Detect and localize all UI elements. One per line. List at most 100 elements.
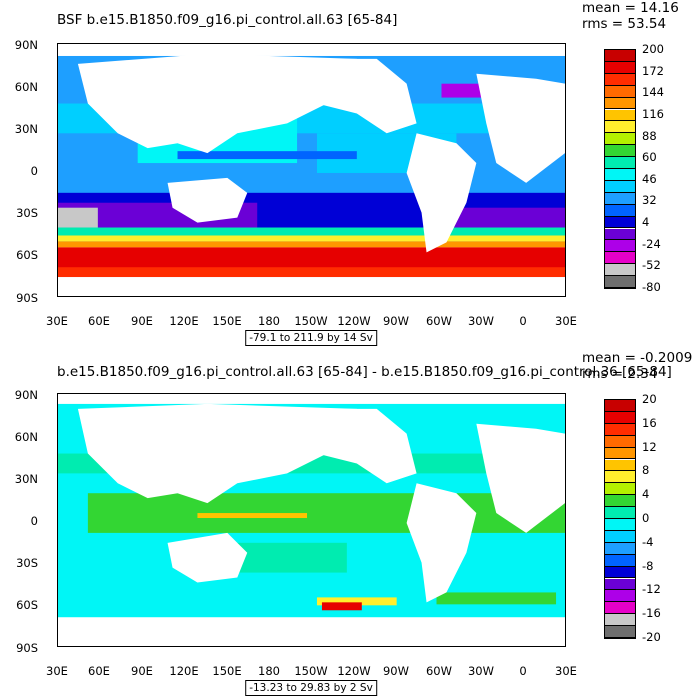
colorbar-swatch [605, 412, 635, 424]
lon-label: 30E [555, 314, 577, 328]
colorbar-swatch [605, 169, 635, 181]
colorbar-label: 88 [642, 129, 657, 143]
colorbar-swatch [605, 62, 635, 74]
lon-label: 30W [468, 314, 494, 328]
colorbar-label: -20 [642, 630, 661, 644]
colorbar-label: 60 [642, 150, 657, 164]
lon-label: 30E [555, 664, 577, 678]
lon-label: 180 [258, 314, 280, 328]
colorbar-swatch [605, 400, 635, 412]
top-map-title: BSF b.e15.B1850.f09_g16.pi_control.all.6… [57, 12, 397, 28]
bottom-rms-stat: rms = 2.34 [582, 366, 657, 382]
colorbar-label: 12 [642, 440, 657, 454]
colorbar-swatch [605, 205, 635, 217]
top-colorbar [604, 49, 636, 289]
colorbar-swatch [605, 460, 635, 472]
lon-label: 90E [131, 314, 153, 328]
colorbar-label: 116 [642, 107, 664, 121]
bottom-map-title: b.e15.B1850.f09_g16.pi_control.all.63 [6… [57, 364, 672, 380]
lat-label-30s: 30S [4, 206, 38, 220]
colorbar-swatch [605, 424, 635, 436]
colorbar-label: 16 [642, 416, 657, 430]
colorbar-swatch [605, 50, 635, 62]
bottom-mean-stat: mean = -0.2009 [582, 350, 692, 366]
lat-label-60n: 60N [4, 430, 38, 444]
lon-label: 60W [426, 664, 452, 678]
top-map-field [58, 44, 565, 296]
colorbar-swatch [605, 276, 635, 288]
lon-label: 150W [294, 314, 327, 328]
colorbar-swatch [605, 579, 635, 591]
lat-label-30n: 30N [4, 122, 38, 136]
colorbar-swatch [605, 110, 635, 122]
colorbar-swatch [605, 555, 635, 567]
lat-label-90s: 90S [4, 291, 38, 305]
colorbar-swatch [605, 86, 635, 98]
colorbar-swatch [605, 193, 635, 205]
colorbar-swatch [605, 264, 635, 276]
top-rms-stat: rms = 53.54 [582, 16, 666, 32]
colorbar-label: 46 [642, 172, 657, 186]
lat-label-90n: 90N [4, 388, 38, 402]
colorbar-swatch [605, 602, 635, 614]
bottom-map-plot [57, 393, 566, 647]
lon-label: 0 [519, 314, 526, 328]
top-mean-stat: mean = 14.16 [582, 0, 679, 16]
lon-label: 30E [46, 314, 68, 328]
lat-label-60s: 60S [4, 248, 38, 262]
top-contour-range: -79.1 to 211.9 by 14 Sv [245, 330, 377, 346]
colorbar-swatch [605, 471, 635, 483]
colorbar-swatch [605, 240, 635, 252]
colorbar-label: 172 [642, 64, 664, 78]
colorbar-swatch [605, 98, 635, 110]
bottom-colorbar [604, 399, 636, 639]
colorbar-swatch [605, 252, 635, 264]
colorbar-swatch [605, 145, 635, 157]
colorbar-label: -52 [642, 258, 661, 272]
lon-label: 30W [468, 664, 494, 678]
colorbar-swatch [605, 626, 635, 638]
colorbar-swatch [605, 567, 635, 579]
colorbar-label: -12 [642, 582, 661, 596]
colorbar-swatch [605, 483, 635, 495]
colorbar-swatch [605, 448, 635, 460]
lon-label: 60E [88, 314, 110, 328]
bottom-contour-range: -13.23 to 29.83 by 2 Sv [245, 680, 377, 696]
colorbar-label: 4 [642, 487, 649, 501]
lon-label: 60W [426, 314, 452, 328]
colorbar-label: -80 [642, 280, 661, 294]
lon-label: 120W [337, 314, 370, 328]
lat-label-90s: 90S [4, 641, 38, 655]
lon-label: 60E [88, 664, 110, 678]
bottom-map-panel: b.e15.B1850.f09_g16.pi_control.all.63 [6… [0, 350, 700, 700]
colorbar-label: 0 [642, 511, 649, 525]
lat-label-30s: 30S [4, 556, 38, 570]
lon-label: 0 [519, 664, 526, 678]
lon-label: 120E [169, 314, 198, 328]
lon-label: 90W [383, 314, 409, 328]
colorbar-swatch [605, 495, 635, 507]
colorbar-label: 4 [642, 215, 649, 229]
colorbar-swatch [605, 133, 635, 145]
colorbar-swatch [605, 519, 635, 531]
colorbar-label: 8 [642, 463, 649, 477]
lon-label: 150E [212, 664, 241, 678]
bottom-map-field [58, 394, 565, 646]
colorbar-label: -16 [642, 606, 661, 620]
lon-label: 150W [294, 664, 327, 678]
lon-label: 120W [337, 664, 370, 678]
colorbar-swatch [605, 543, 635, 555]
colorbar-label: -24 [642, 237, 661, 251]
colorbar-swatch [605, 121, 635, 133]
colorbar-label: 200 [642, 42, 664, 56]
colorbar-swatch [605, 436, 635, 448]
lon-label: 30E [46, 664, 68, 678]
colorbar-swatch [605, 507, 635, 519]
top-map-plot [57, 43, 566, 297]
lat-label-90n: 90N [4, 38, 38, 52]
colorbar-swatch [605, 74, 635, 86]
colorbar-label: 32 [642, 193, 657, 207]
lat-label-60s: 60S [4, 598, 38, 612]
lon-label: 150E [212, 314, 241, 328]
lon-label: 120E [169, 664, 198, 678]
